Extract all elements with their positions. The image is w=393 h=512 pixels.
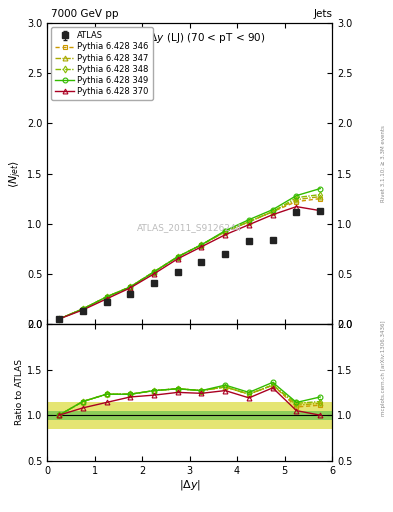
Pythia 6.428 346 (199, 242, 204, 248)
Line: Pythia 6.428 346: Pythia 6.428 346 (57, 196, 323, 322)
Pythia 6.428 347 (223, 229, 228, 235)
Pythia 6.428 349 (57, 316, 61, 322)
Text: ATLAS_2011_S9126244: ATLAS_2011_S9126244 (137, 223, 242, 232)
Pythia 6.428 348 (81, 306, 85, 312)
Pythia 6.428 348 (152, 269, 156, 275)
Line: Pythia 6.428 347: Pythia 6.428 347 (57, 194, 323, 322)
Pythia 6.428 346 (270, 208, 275, 215)
Pythia 6.428 347 (199, 242, 204, 248)
Pythia 6.428 348 (294, 195, 299, 201)
Pythia 6.428 348 (175, 254, 180, 260)
Pythia 6.428 348 (247, 219, 252, 225)
Pythia 6.428 347 (128, 284, 132, 290)
Pythia 6.428 348 (223, 229, 228, 235)
Pythia 6.428 370 (104, 296, 109, 302)
Line: Pythia 6.428 348: Pythia 6.428 348 (57, 192, 323, 322)
Pythia 6.428 347 (294, 197, 299, 203)
Pythia 6.428 347 (247, 219, 252, 225)
Pythia 6.428 346 (104, 294, 109, 300)
Pythia 6.428 349 (175, 254, 180, 260)
Pythia 6.428 370 (152, 271, 156, 277)
Pythia 6.428 370 (81, 307, 85, 313)
Pythia 6.428 346 (223, 229, 228, 235)
Pythia 6.428 348 (104, 294, 109, 300)
Pythia 6.428 346 (128, 284, 132, 290)
Pythia 6.428 349 (247, 217, 252, 223)
Pythia 6.428 349 (223, 228, 228, 234)
Pythia 6.428 346 (57, 316, 61, 322)
Pythia 6.428 370 (223, 231, 228, 238)
Y-axis label: Ratio to ATLAS: Ratio to ATLAS (15, 359, 24, 425)
Pythia 6.428 348 (128, 284, 132, 290)
Pythia 6.428 370 (128, 285, 132, 291)
Pythia 6.428 346 (81, 306, 85, 312)
Pythia 6.428 347 (81, 306, 85, 312)
Y-axis label: $\langle N_{jet}\rangle$: $\langle N_{jet}\rangle$ (7, 159, 24, 188)
Pythia 6.428 370 (318, 207, 323, 214)
Pythia 6.428 347 (270, 208, 275, 215)
Pythia 6.428 370 (57, 316, 61, 322)
Pythia 6.428 347 (175, 254, 180, 260)
Pythia 6.428 346 (318, 196, 323, 202)
Pythia 6.428 349 (152, 269, 156, 275)
X-axis label: $|\Delta y|$: $|\Delta y|$ (178, 478, 201, 493)
Text: 7000 GeV pp: 7000 GeV pp (51, 9, 119, 19)
Text: N$_{jet}$ vs $\Delta y$ (LJ) (70 < pT < 90): N$_{jet}$ vs $\Delta y$ (LJ) (70 < pT < … (114, 32, 265, 47)
Text: Jets: Jets (313, 9, 332, 19)
Pythia 6.428 349 (294, 193, 299, 199)
Pythia 6.428 346 (152, 269, 156, 275)
Pythia 6.428 349 (318, 185, 323, 191)
Pythia 6.428 347 (318, 194, 323, 200)
Pythia 6.428 348 (270, 208, 275, 215)
Legend: ATLAS, Pythia 6.428 346, Pythia 6.428 347, Pythia 6.428 348, Pythia 6.428 349, P: ATLAS, Pythia 6.428 346, Pythia 6.428 34… (51, 27, 153, 100)
Pythia 6.428 370 (199, 244, 204, 250)
Pythia 6.428 349 (104, 294, 109, 300)
Pythia 6.428 347 (152, 269, 156, 275)
Pythia 6.428 349 (128, 284, 132, 290)
Pythia 6.428 346 (175, 254, 180, 260)
Line: Pythia 6.428 349: Pythia 6.428 349 (57, 186, 323, 322)
Pythia 6.428 348 (57, 316, 61, 322)
Pythia 6.428 370 (294, 204, 299, 210)
Pythia 6.428 370 (270, 211, 275, 218)
Text: Rivet 3.1.10; ≥ 3.3M events: Rivet 3.1.10; ≥ 3.3M events (381, 125, 386, 202)
Pythia 6.428 348 (199, 242, 204, 248)
Pythia 6.428 349 (199, 242, 204, 248)
Pythia 6.428 347 (104, 294, 109, 300)
Pythia 6.428 370 (175, 255, 180, 262)
Text: mcplots.cern.ch [arXiv:1306.3436]: mcplots.cern.ch [arXiv:1306.3436] (381, 321, 386, 416)
Pythia 6.428 347 (57, 316, 61, 322)
Line: Pythia 6.428 370: Pythia 6.428 370 (57, 204, 323, 322)
Pythia 6.428 348 (318, 191, 323, 198)
Pythia 6.428 346 (247, 219, 252, 225)
Pythia 6.428 346 (294, 199, 299, 205)
Pythia 6.428 349 (81, 306, 85, 312)
Pythia 6.428 370 (247, 222, 252, 228)
Pythia 6.428 349 (270, 206, 275, 212)
